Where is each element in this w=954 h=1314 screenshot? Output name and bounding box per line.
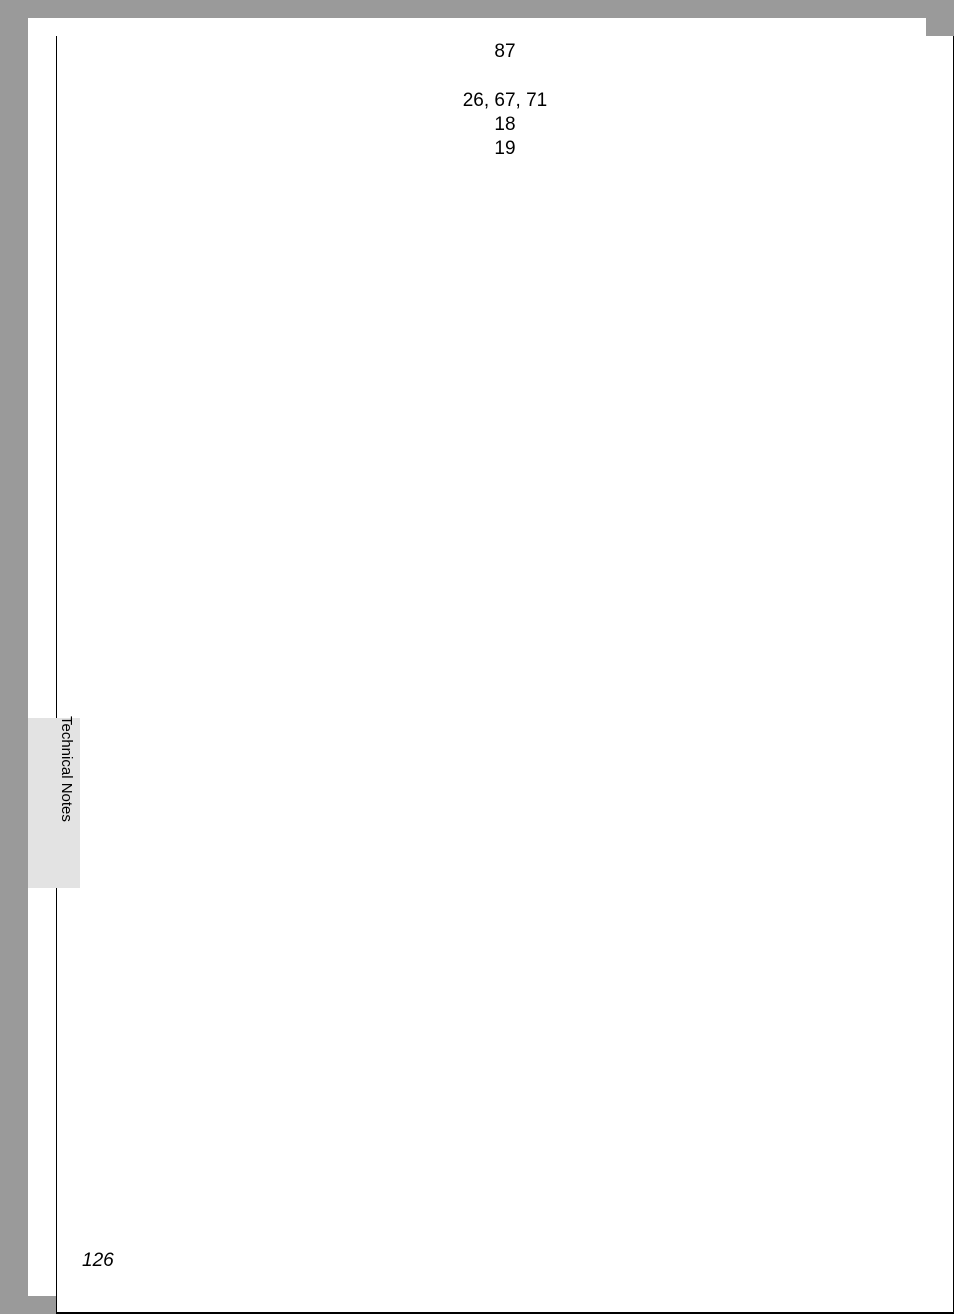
- table-row: Out of memory. Memory card is full. Choo…: [83, 952, 872, 1134]
- error-table: Display Problem Solution (blinks) Clock …: [82, 184, 872, 1135]
- table-body: (blinks) Clock not set. Set clock. 107 B…: [83, 220, 872, 1133]
- page-number: 126: [82, 1250, 114, 1272]
- page: Error Messages The following table lists…: [28, 18, 926, 1296]
- sidebar-label: Technical Notes: [58, 716, 75, 822]
- cell-ref: 87 26, 67, 71 18 19: [56, 36, 954, 1314]
